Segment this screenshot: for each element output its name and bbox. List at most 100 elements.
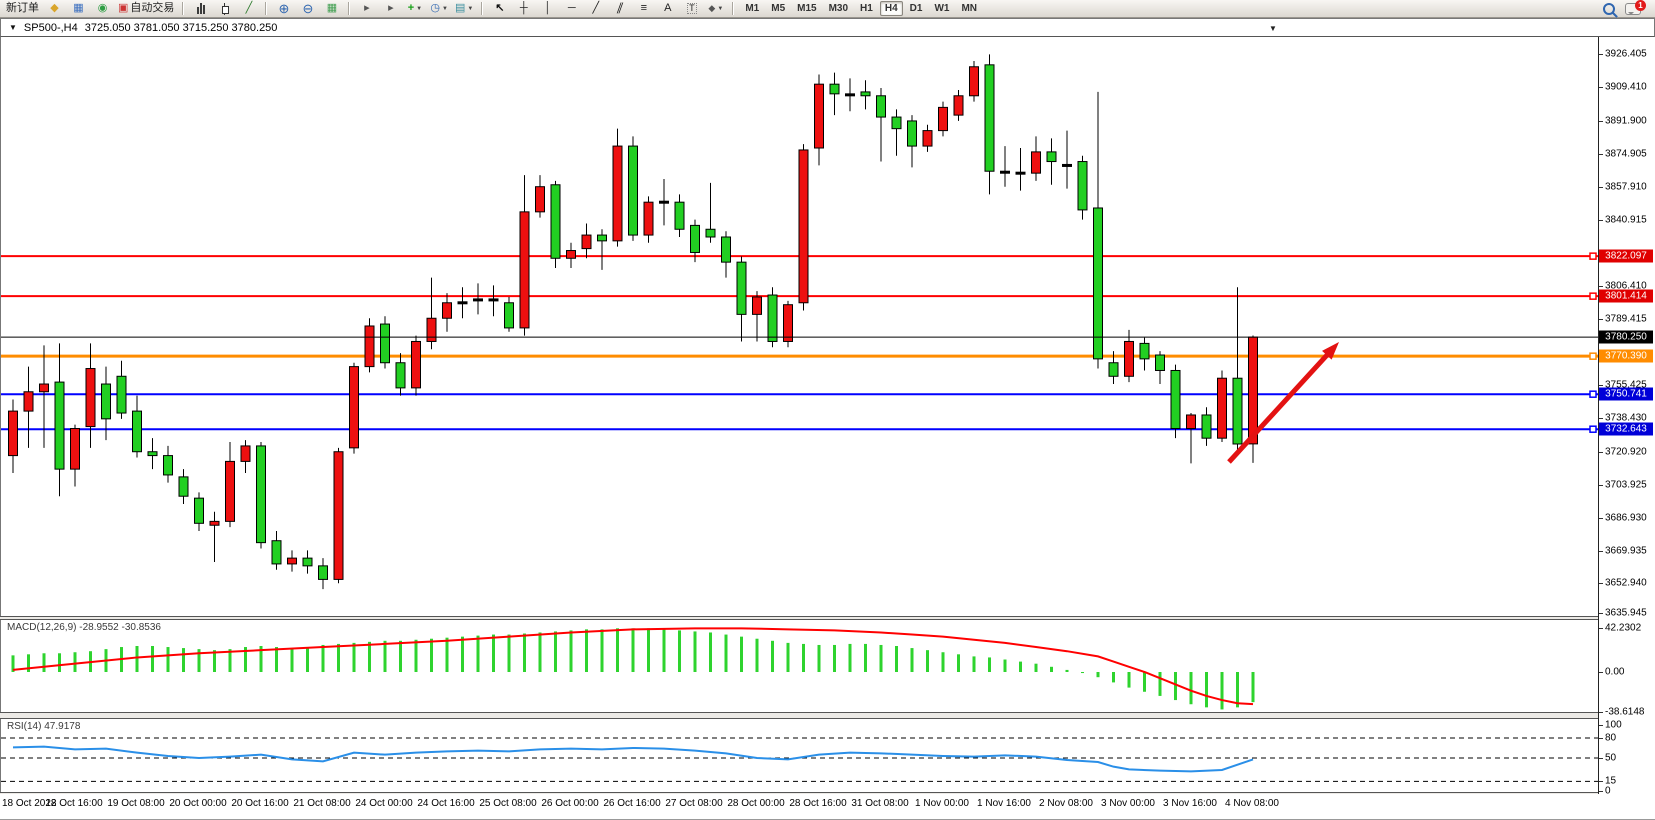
symbol-dropdown-icon[interactable]: ▼ [9,23,17,32]
timeframe-W1[interactable]: W1 [934,3,950,14]
trend-arrow-head[interactable] [1322,342,1339,360]
macd-histogram-bar [988,657,991,672]
candle-body [225,460,235,522]
toolbar-separator [732,2,735,15]
candle-body [659,200,669,204]
vertical-line-tool-icon[interactable]: │ [544,2,552,14]
macd-histogram-bar [1034,663,1038,672]
step-forward-icon[interactable]: ▸ [388,2,394,14]
signals-icon[interactable]: ◉ [97,2,108,14]
pane-splitter[interactable] [0,616,1655,620]
new-order-button[interactable]: 新订单 [4,1,41,16]
candle-body [783,304,793,342]
timeframe-M15[interactable]: M15 [797,3,817,14]
timeframe-MN[interactable]: MN [961,3,977,14]
time-axis[interactable]: 18 Oct 2022 18 Oct 16:00 19 Oct 08:00 20 Oc… [0,794,1655,819]
period-clock-button[interactable]: ◷ ▼ [428,1,450,16]
price-axis[interactable]: 3926.405 3909.410 3891.900 3874.905 3857.910… [1598,37,1655,797]
axis-tick-mark [1599,121,1603,123]
bar-chart-mode-icon[interactable] [190,1,211,16]
add-indicator-button[interactable]: + ▼ [404,1,425,16]
line-handle[interactable] [1589,292,1597,300]
zoom-out-icon[interactable]: ⊖ [302,1,314,16]
candle-body [178,476,189,497]
timeframe-H1[interactable]: H1 [860,3,873,14]
timeframe-M5[interactable]: M5 [771,3,786,14]
date-label: 1 Nov 00:00 [915,798,969,809]
zoom-in-icon[interactable]: ⊕ [278,1,290,16]
timeframe-M30[interactable]: M30 [828,3,849,14]
timeframe-M1[interactable]: M1 [745,3,760,14]
macd-histogram-bar [740,636,743,672]
text-tool-icon[interactable]: A [664,2,672,14]
autotrade-button[interactable]: ▣ 自动交易 [116,1,176,16]
rsi-scale-label: 0 [1605,785,1611,797]
tile-windows-icon[interactable]: ▦ [326,2,338,14]
toolbar-separator [348,2,351,15]
macd-histogram-bar [42,653,46,672]
shapes-tool-button[interactable]: ◆ ▼ [705,1,726,16]
candle-body [380,323,390,364]
macd-histogram-bar [957,654,960,672]
candle-body [23,391,34,412]
template-button[interactable]: ▤ ▼ [453,1,475,16]
macd-histogram-bar [941,652,945,672]
macd-histogram-bar [368,641,371,672]
candle-body [1124,340,1134,377]
candle-body [240,445,251,462]
candle-body [1170,369,1181,430]
line-handle[interactable] [1589,252,1597,260]
channel-tool-icon[interactable]: ∥ [615,2,625,14]
macd-histogram-bar [383,640,387,672]
axis-tick-mark [1599,758,1603,759]
line-chart-mode-icon[interactable]: ╱ [245,2,253,14]
date-label: 25 Oct 08:00 [479,798,537,809]
macd-histogram-bar [802,643,805,672]
macd-histogram-bar [1236,672,1239,708]
timeframe-H4[interactable]: H4 [879,1,903,16]
macd-histogram-bar [337,643,340,672]
market-watch-icon[interactable]: ▦ [73,2,84,14]
macd-histogram-bar [290,648,294,672]
pane-splitter[interactable] [0,712,1655,719]
candle-body [256,445,266,544]
date-label: 20 Oct 00:00 [169,798,227,809]
step-back-icon[interactable]: ▸ [364,2,370,14]
trendline-tool-icon[interactable]: ╱ [592,2,600,14]
candle-body [54,381,65,470]
pane-splitter [0,792,1655,794]
candle-body [163,455,173,476]
timeframe-D1[interactable]: D1 [909,3,923,14]
line-handle[interactable] [1589,352,1597,360]
macd-histogram-bar [771,640,774,672]
chart-shift-marker[interactable]: ▼ [1269,24,1277,33]
macd-signal-line [12,627,1254,706]
line-handle[interactable] [1589,390,1597,398]
axis-tick-mark [1599,781,1603,783]
notifications-icon[interactable]: 1 [1625,0,1646,15]
macd-histogram-bar [693,631,697,672]
macd-scale-label: 0.00 [1605,666,1625,678]
candle-body [597,234,607,242]
macd-histogram-bar [352,642,356,672]
candle-body [1139,342,1150,360]
search-icon[interactable] [1603,2,1615,15]
candlestick-mode-icon[interactable] [214,1,235,16]
crosshair-tool-icon[interactable]: ┼ [519,2,528,14]
autotrade-label: 自动交易 [130,2,175,14]
axis-tick-label: 3635.945 [1605,607,1647,619]
candle-body [938,106,948,132]
macd-histogram-bar [1096,672,1100,678]
line-handle[interactable] [1589,425,1597,433]
axis-tick-mark [1599,219,1603,221]
text-label-tool-icon[interactable]: T [687,3,697,14]
horizontal-line-tool-icon[interactable]: ─ [567,2,576,14]
macd-histogram-bar [972,656,976,672]
candle-body [116,375,127,414]
trend-arrow-line[interactable] [1227,349,1333,464]
cursor-tool-icon[interactable]: ↖ [495,2,505,14]
macd-histogram-bar [647,628,650,672]
new-chart-icon[interactable]: ◆ [50,2,59,14]
macd-histogram-bar [151,646,154,672]
fibonacci-tool-icon[interactable]: ≡ [640,2,648,14]
